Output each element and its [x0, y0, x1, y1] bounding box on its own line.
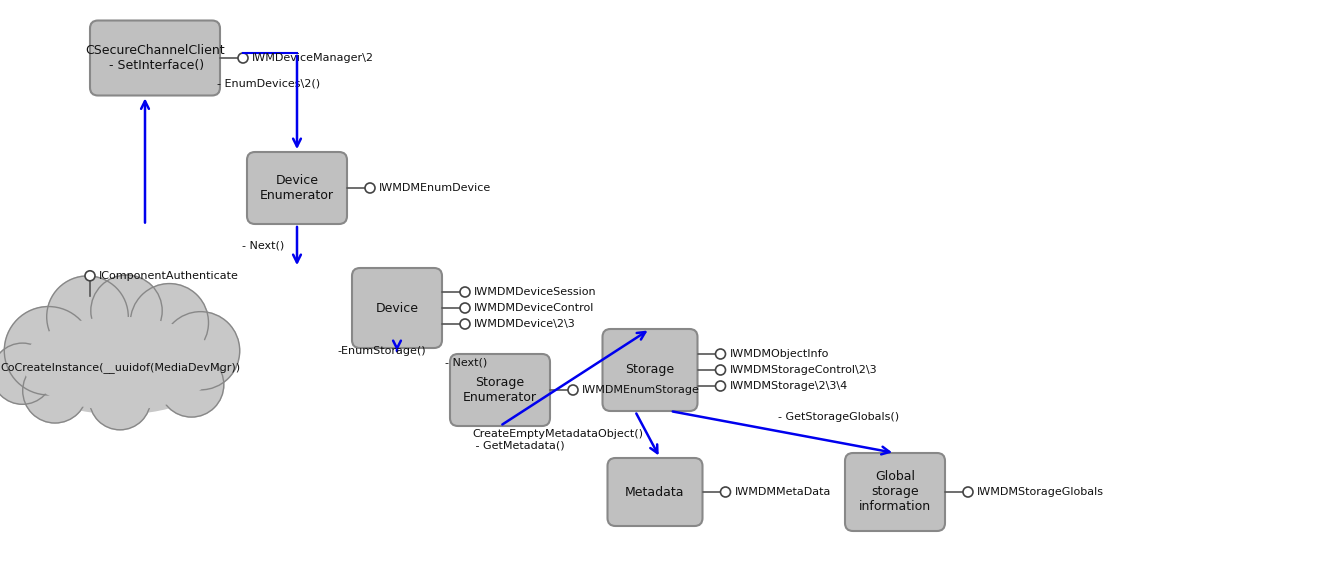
FancyBboxPatch shape: [602, 329, 698, 411]
Circle shape: [459, 287, 470, 297]
Ellipse shape: [16, 312, 224, 414]
Text: Storage
Enumerator: Storage Enumerator: [463, 376, 538, 404]
Circle shape: [720, 487, 731, 497]
Circle shape: [85, 271, 95, 281]
Text: - GetStorageGlobals(): - GetStorageGlobals(): [777, 412, 899, 422]
Circle shape: [159, 352, 224, 417]
Text: - EnumDevices\2(): - EnumDevices\2(): [217, 78, 320, 88]
Text: IWMDMDevice\2\3: IWMDMDevice\2\3: [474, 319, 576, 329]
Text: IWMDMStorageControl\2\3: IWMDMStorageControl\2\3: [730, 365, 876, 375]
Text: IComponentAuthenticate: IComponentAuthenticate: [99, 271, 238, 281]
Text: IWMDMDeviceSession: IWMDMDeviceSession: [474, 287, 597, 297]
Circle shape: [238, 53, 248, 63]
Circle shape: [568, 385, 579, 395]
Circle shape: [130, 284, 208, 362]
Circle shape: [23, 359, 87, 423]
FancyBboxPatch shape: [845, 453, 945, 531]
Text: Storage: Storage: [625, 363, 674, 376]
Circle shape: [90, 369, 151, 430]
Text: IWMDMEnumDevice: IWMDMEnumDevice: [379, 183, 491, 193]
FancyBboxPatch shape: [248, 152, 347, 224]
Text: - Next(): - Next(): [242, 241, 285, 251]
Text: CoCreateInstance(__uuidof(MediaDevMgr)): CoCreateInstance(__uuidof(MediaDevMgr)): [0, 362, 240, 373]
Ellipse shape: [23, 317, 217, 410]
Text: - Next(): - Next(): [445, 357, 487, 367]
FancyBboxPatch shape: [608, 458, 703, 526]
Circle shape: [46, 276, 128, 357]
Text: Device: Device: [376, 302, 418, 315]
Text: IWMDeviceManager\2: IWMDeviceManager\2: [252, 53, 373, 63]
Circle shape: [0, 343, 53, 404]
Text: Device
Enumerator: Device Enumerator: [260, 174, 334, 202]
Circle shape: [162, 312, 240, 390]
Text: CreateEmptyMetadataObject()
 - GetMetadata(): CreateEmptyMetadataObject() - GetMetadat…: [473, 429, 643, 450]
Text: IWMDMDeviceControl: IWMDMDeviceControl: [474, 303, 594, 313]
Circle shape: [715, 349, 726, 359]
Circle shape: [91, 275, 163, 346]
Circle shape: [715, 365, 726, 375]
FancyBboxPatch shape: [450, 354, 549, 426]
Circle shape: [4, 306, 93, 395]
Text: Global
storage
information: Global storage information: [859, 471, 931, 514]
Text: IWMDMStorageGlobals: IWMDMStorageGlobals: [977, 487, 1104, 497]
FancyBboxPatch shape: [90, 21, 220, 96]
Circle shape: [365, 183, 375, 193]
Text: IWMDMObjectInfo: IWMDMObjectInfo: [730, 349, 829, 359]
Text: Metadata: Metadata: [625, 485, 685, 498]
Circle shape: [963, 487, 973, 497]
FancyBboxPatch shape: [352, 268, 442, 348]
Text: IWMDMStorage\2\3\4: IWMDMStorage\2\3\4: [730, 381, 847, 391]
Circle shape: [459, 303, 470, 313]
Text: -EnumStorage(): -EnumStorage(): [338, 346, 425, 356]
Circle shape: [459, 319, 470, 329]
Text: IWMDMMetaData: IWMDMMetaData: [735, 487, 831, 497]
Text: IWMDMEnumStorage: IWMDMEnumStorage: [583, 385, 700, 395]
Text: CSecureChannelClient
 - SetInterface(): CSecureChannelClient - SetInterface(): [85, 44, 225, 72]
Circle shape: [715, 381, 726, 391]
